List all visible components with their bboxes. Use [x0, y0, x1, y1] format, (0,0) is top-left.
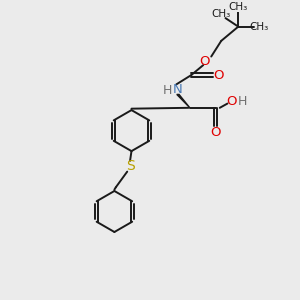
- Text: CH₃: CH₃: [212, 9, 231, 19]
- Text: CH₃: CH₃: [229, 2, 248, 12]
- Text: H: H: [162, 84, 172, 97]
- Text: H: H: [238, 95, 247, 108]
- Polygon shape: [177, 94, 190, 108]
- Text: O: O: [214, 69, 224, 82]
- Text: O: O: [210, 126, 221, 139]
- Text: O: O: [226, 95, 236, 108]
- Text: S: S: [126, 159, 134, 173]
- Text: N: N: [173, 83, 183, 96]
- Text: O: O: [200, 55, 210, 68]
- Text: CH₃: CH₃: [249, 22, 268, 32]
